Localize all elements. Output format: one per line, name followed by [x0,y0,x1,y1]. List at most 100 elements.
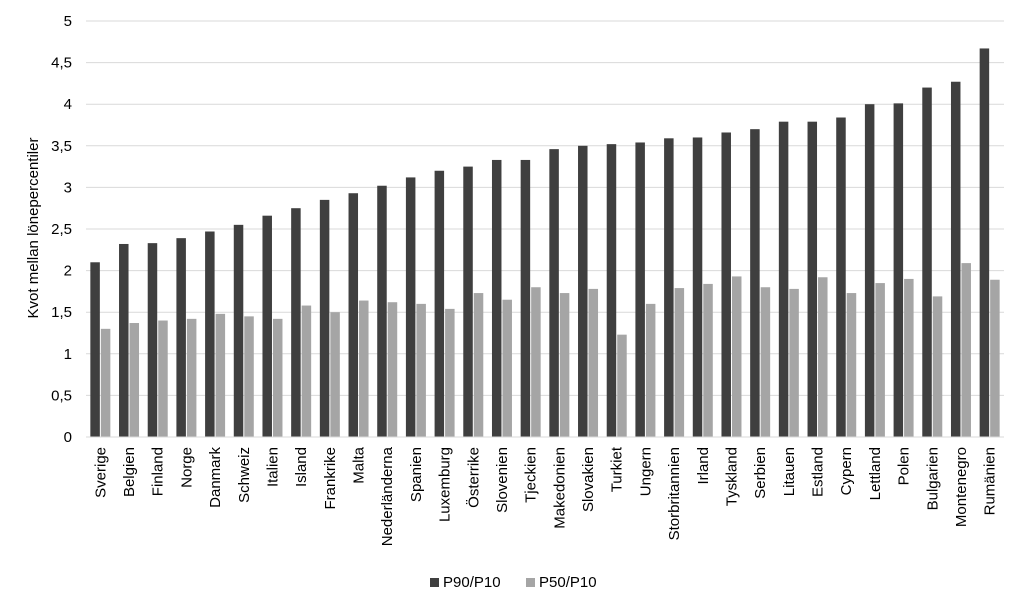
bar-p50-p10 [617,334,627,437]
bars [90,48,1000,438]
y-tick-label: 0,5 [51,387,72,404]
bar-p50-p10 [158,320,168,437]
bar-p90-p10 [664,138,674,437]
x-tick-label: Serbien [752,447,769,499]
x-tick-label: Danmark [207,447,224,508]
bar-p50-p10 [301,305,312,437]
x-tick-label: Storbritannien [666,447,683,540]
bar-p90-p10 [491,159,502,437]
bar-p90-p10 [807,121,818,437]
bar-p90-p10 [893,103,904,438]
bar-p90-p10 [864,104,875,437]
x-tick-label: Belgien [121,447,138,497]
bar-p90-p10 [721,132,731,437]
bar-p90-p10 [147,243,158,437]
bar-p50-p10 [244,316,254,437]
x-tick-label: Polen [896,447,913,485]
y-tick-label: 2,5 [51,221,72,238]
bar-p50-p10 [703,283,713,437]
y-axis-title: Kvot mellan lönepercentiler [25,138,42,319]
bar-p90-p10 [922,87,932,437]
bar-p50-p10 [990,279,1000,437]
bar-p90-p10 [950,81,961,438]
x-tick-label: Ungern [637,447,654,496]
bar-p90-p10 [549,149,559,438]
legend-label: P90/P10 [443,574,501,591]
x-tick-label: Makedonien [551,447,568,529]
bar-p50-p10 [502,299,512,437]
bar-p90-p10 [291,208,301,437]
y-tick-label: 2 [64,263,72,280]
y-axis-tick-labels: 0 0,5 1 1,5 2 2,5 3 3,5 4 4,5 5 [51,13,72,446]
bar-p50-p10 [645,303,656,437]
x-tick-label: Tyskland [723,447,740,506]
x-tick-label: Rumänien [982,447,999,515]
x-tick-label: Cypern [838,447,855,495]
bar-p90-p10 [606,144,617,438]
x-tick-label: Nederländerna [379,446,396,546]
y-tick-label: 4 [64,96,72,113]
bar-p50-p10 [674,288,685,437]
bar-p90-p10 [90,262,100,437]
x-tick-label: Turkiet [609,446,626,492]
bar-p50-p10 [272,318,283,437]
bar-p90-p10 [578,145,588,438]
y-tick-label: 3,5 [51,138,72,155]
bar-p50-p10 [789,288,799,437]
bar-p90-p10 [750,129,760,437]
bar-p50-p10 [215,313,226,437]
legend: P90/P10 P50/P10 [430,574,597,591]
bar-p50-p10 [100,328,111,437]
x-tick-label: Irland [695,447,712,485]
x-tick-label: Estland [810,447,827,497]
bar-p50-p10 [904,278,914,437]
x-tick-label: Tjeckien [523,447,540,503]
bar-p50-p10 [961,263,971,437]
x-tick-label: Litauen [781,447,798,496]
bar-p50-p10 [359,300,369,437]
bar-p50-p10 [818,277,828,437]
bar-p90-p10 [692,137,703,438]
y-tick-label: 3 [64,179,72,196]
x-tick-label: Montenegro [953,447,970,527]
x-axis-tick-labels: Sverige Belgien Finland Norge Danmark Schweiz… [92,446,998,546]
bar-p90-p10 [119,243,129,437]
bar-p90-p10 [778,121,789,437]
legend-swatch [526,578,535,587]
x-tick-label: Frankrike [322,447,339,510]
bar-p50-p10 [129,323,140,437]
bar-p90-p10 [405,177,416,437]
bar-p90-p10 [377,185,387,437]
x-tick-label: Sverige [92,447,109,498]
bar-p50-p10 [846,293,857,437]
x-tick-label: Slovenien [494,447,511,513]
legend-swatch [430,578,439,587]
bar-p90-p10 [176,238,186,437]
bar-p50-p10 [588,288,599,437]
x-tick-label: Spanien [408,447,425,502]
bar-p50-p10 [731,276,742,437]
x-tick-label: Schweiz [236,447,253,503]
x-tick-label: Island [293,447,310,487]
bar-p50-p10 [473,293,484,437]
bar-p90-p10 [635,142,645,438]
x-tick-label: Österrike [464,447,482,508]
legend-label: P50/P10 [539,574,597,591]
x-tick-label: Lettland [867,447,884,500]
bar-p90-p10 [205,231,215,437]
y-tick-label: 4,5 [51,55,72,72]
x-tick-label: Malta [351,446,368,483]
x-tick-label: Norge [178,447,195,488]
bar-p50-p10 [932,296,943,437]
x-tick-label: Luxemburg [437,447,454,522]
bar-p90-p10 [520,159,531,437]
bar-p90-p10 [979,48,990,438]
bar-p90-p10 [348,193,359,437]
bar-p50-p10 [186,318,197,437]
y-tick-label: 1,5 [51,304,72,321]
x-tick-label: Italien [264,447,281,487]
bar-p50-p10 [760,287,771,437]
bar-p90-p10 [262,215,272,437]
x-tick-label: Slovakien [580,447,597,512]
